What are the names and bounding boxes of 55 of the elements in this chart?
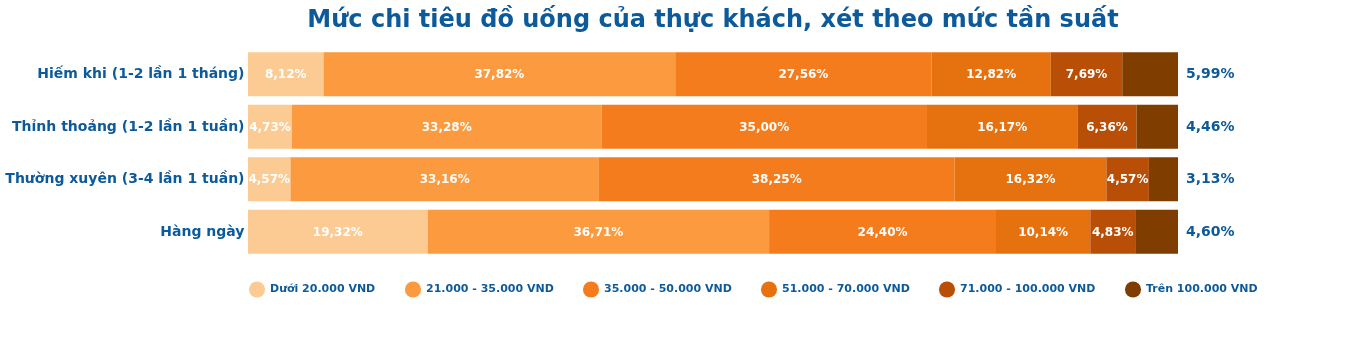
bar: [323, 52, 676, 97]
y-tick-label: Thỉnh thoảng (1-2 lần 1 tuần): [12, 117, 245, 134]
data-label: 4,57%: [248, 172, 291, 187]
data-label: 16,32%: [1005, 172, 1056, 187]
bar: [1077, 104, 1137, 149]
data-label: 10,14%: [1018, 224, 1069, 239]
data-label: 37,82%: [474, 67, 525, 82]
bar: [248, 52, 324, 97]
data-label: 6,36%: [1086, 119, 1128, 134]
bar: [931, 52, 1051, 97]
bar: [427, 209, 770, 254]
bar: [601, 104, 927, 149]
data-label: 4,57%: [1106, 172, 1149, 187]
data-label: 19,32%: [312, 224, 363, 239]
data-label: 12,82%: [966, 67, 1017, 82]
legend-label: 21.000 - 35.000 VND: [426, 282, 554, 296]
data-label: 27,56%: [778, 67, 829, 82]
data-label: 35,00%: [739, 119, 790, 134]
data-label: 5,99%: [1186, 65, 1235, 82]
bar: [248, 209, 428, 254]
bar: [769, 209, 996, 254]
data-label: 16,17%: [977, 119, 1028, 134]
bar: [926, 104, 1078, 149]
bar: [1122, 52, 1178, 97]
bar: [1050, 52, 1123, 97]
legend-label: 51.000 - 70.000 VND: [782, 282, 910, 296]
data-label: 4,60%: [1186, 222, 1235, 239]
bar: [996, 209, 1091, 254]
bar: [1136, 104, 1178, 149]
data-label: 36,71%: [573, 224, 624, 239]
legend-label: Trên 100.000 VND: [1146, 282, 1258, 296]
bar: [1135, 209, 1178, 254]
y-tick-label: Thường xuyên (3-4 lần 1 tuần): [5, 170, 245, 187]
legend-label: 35.000 - 50.000 VND: [604, 282, 732, 296]
data-label: 24,40%: [857, 224, 908, 239]
bar: [290, 157, 599, 202]
data-label: 38,25%: [751, 172, 802, 187]
data-label: 4,83%: [1091, 224, 1134, 239]
data-label: 33,16%: [419, 172, 470, 187]
y-tick-label: Hiếm khi (1-2 lần 1 tháng): [37, 65, 245, 82]
legend-label: 71.000 - 100.000 VND: [960, 282, 1096, 296]
data-label: 4,46%: [1186, 117, 1235, 134]
bar: [675, 52, 932, 97]
chart-title: Mức chi tiêu đồ uống của thực khách, xét theo mức tần suất: [307, 5, 1119, 33]
data-label: 8,12%: [264, 67, 307, 82]
data-label: 3,13%: [1186, 170, 1235, 187]
data-label: 33,28%: [421, 119, 472, 134]
legend-label: Dưới 20.000 VND: [270, 282, 376, 296]
data-label: 7,69%: [1065, 67, 1108, 82]
y-tick-label: Hàng ngày: [160, 222, 245, 239]
bar: [1148, 157, 1178, 202]
bar: [291, 104, 602, 149]
bar: [598, 157, 955, 202]
data-label: 4,73%: [249, 119, 291, 134]
bar: [954, 157, 1107, 202]
